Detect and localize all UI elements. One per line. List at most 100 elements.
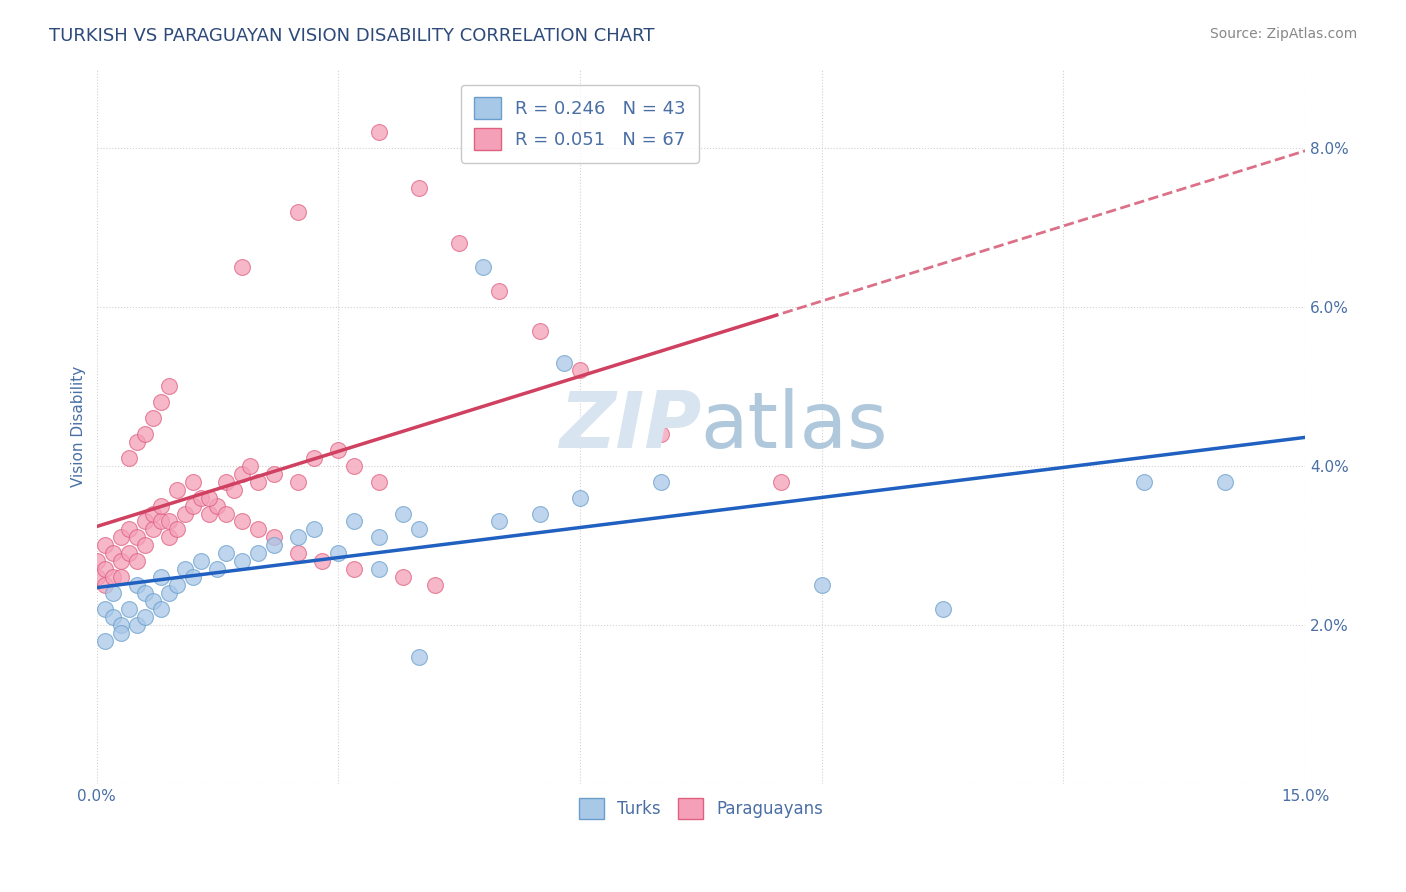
Point <box>150 499 173 513</box>
Point <box>150 515 173 529</box>
Point <box>142 594 165 608</box>
Point <box>118 450 141 465</box>
Point <box>134 538 156 552</box>
Point <box>157 586 180 600</box>
Point <box>150 602 173 616</box>
Point <box>207 562 229 576</box>
Point <box>101 610 124 624</box>
Point <box>529 507 551 521</box>
Point <box>134 610 156 624</box>
Point <box>367 125 389 139</box>
Point <box>183 499 205 513</box>
Point <box>367 475 389 489</box>
Point <box>343 458 366 473</box>
Point <box>343 562 366 576</box>
Point <box>246 523 269 537</box>
Point <box>367 562 389 576</box>
Point <box>553 355 575 369</box>
Text: TURKISH VS PARAGUAYAN VISION DISABILITY CORRELATION CHART: TURKISH VS PARAGUAYAN VISION DISABILITY … <box>49 27 655 45</box>
Point <box>183 570 205 584</box>
Point <box>931 602 953 616</box>
Point <box>110 554 132 568</box>
Point <box>150 395 173 409</box>
Point <box>101 586 124 600</box>
Point <box>408 523 430 537</box>
Point <box>157 379 180 393</box>
Point <box>529 324 551 338</box>
Point <box>110 625 132 640</box>
Point <box>472 260 495 275</box>
Point <box>569 491 592 505</box>
Point <box>263 467 285 481</box>
Point <box>134 515 156 529</box>
Point <box>391 570 413 584</box>
Point <box>125 435 148 450</box>
Point <box>650 475 672 489</box>
Point <box>302 523 325 537</box>
Point <box>93 562 115 576</box>
Point <box>214 475 236 489</box>
Point <box>118 546 141 560</box>
Text: Source: ZipAtlas.com: Source: ZipAtlas.com <box>1209 27 1357 41</box>
Point <box>174 507 197 521</box>
Point <box>770 475 793 489</box>
Point <box>287 475 309 489</box>
Point <box>190 554 212 568</box>
Legend: Turks, Paraguayans: Turks, Paraguayans <box>572 792 830 825</box>
Point <box>214 546 236 560</box>
Point <box>157 530 180 544</box>
Point <box>488 515 510 529</box>
Point <box>118 523 141 537</box>
Point <box>93 633 115 648</box>
Point <box>408 180 430 194</box>
Point <box>231 515 253 529</box>
Point <box>166 578 188 592</box>
Point <box>101 546 124 560</box>
Point <box>449 236 471 251</box>
Point <box>311 554 333 568</box>
Point <box>142 523 165 537</box>
Point <box>263 538 285 552</box>
Point <box>367 530 389 544</box>
Point <box>118 602 141 616</box>
Point <box>246 475 269 489</box>
Point <box>166 483 188 497</box>
Point <box>125 530 148 544</box>
Point <box>93 538 115 552</box>
Point <box>125 578 148 592</box>
Point <box>287 546 309 560</box>
Point <box>198 507 221 521</box>
Point <box>423 578 446 592</box>
Text: atlas: atlas <box>700 388 889 464</box>
Point <box>157 515 180 529</box>
Point <box>150 570 173 584</box>
Point <box>214 507 236 521</box>
Point <box>231 260 253 275</box>
Point <box>328 442 350 457</box>
Point <box>287 204 309 219</box>
Point <box>110 570 132 584</box>
Point <box>569 363 592 377</box>
Point <box>166 523 188 537</box>
Point <box>263 530 285 544</box>
Point <box>125 554 148 568</box>
Point <box>86 570 108 584</box>
Text: ZIP: ZIP <box>558 388 700 464</box>
Point <box>174 562 197 576</box>
Point <box>142 507 165 521</box>
Point <box>101 570 124 584</box>
Point <box>810 578 832 592</box>
Point <box>343 515 366 529</box>
Point <box>125 617 148 632</box>
Point <box>190 491 212 505</box>
Point <box>408 649 430 664</box>
Point <box>142 411 165 425</box>
Point <box>488 284 510 298</box>
Point <box>650 427 672 442</box>
Point <box>231 467 253 481</box>
Point <box>391 507 413 521</box>
Point <box>287 530 309 544</box>
Point <box>231 554 253 568</box>
Point <box>134 586 156 600</box>
Point <box>302 450 325 465</box>
